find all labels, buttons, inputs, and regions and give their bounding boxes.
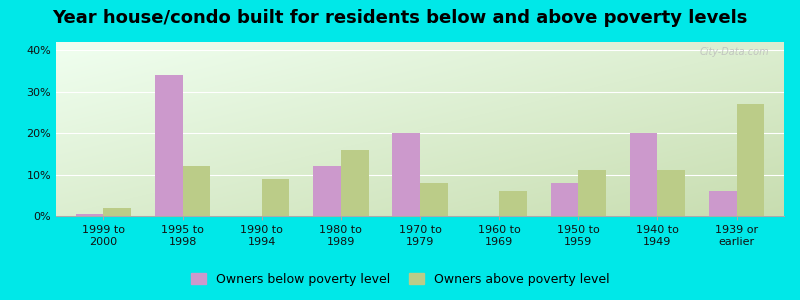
- Text: Year house/condo built for residents below and above poverty levels: Year house/condo built for residents bel…: [52, 9, 748, 27]
- Bar: [709, 191, 737, 216]
- Bar: [392, 133, 420, 216]
- Bar: [313, 166, 341, 216]
- Bar: [550, 183, 578, 216]
- Bar: [499, 191, 527, 216]
- Bar: [630, 133, 658, 216]
- Bar: [155, 75, 182, 216]
- Bar: [658, 170, 685, 216]
- Text: City-Data.com: City-Data.com: [700, 47, 770, 57]
- Bar: [103, 208, 131, 216]
- Bar: [341, 150, 369, 216]
- Legend: Owners below poverty level, Owners above poverty level: Owners below poverty level, Owners above…: [186, 268, 614, 291]
- Bar: [76, 214, 103, 216]
- Bar: [182, 166, 210, 216]
- Bar: [737, 104, 764, 216]
- Bar: [420, 183, 448, 216]
- Bar: [262, 179, 290, 216]
- Bar: [578, 170, 606, 216]
